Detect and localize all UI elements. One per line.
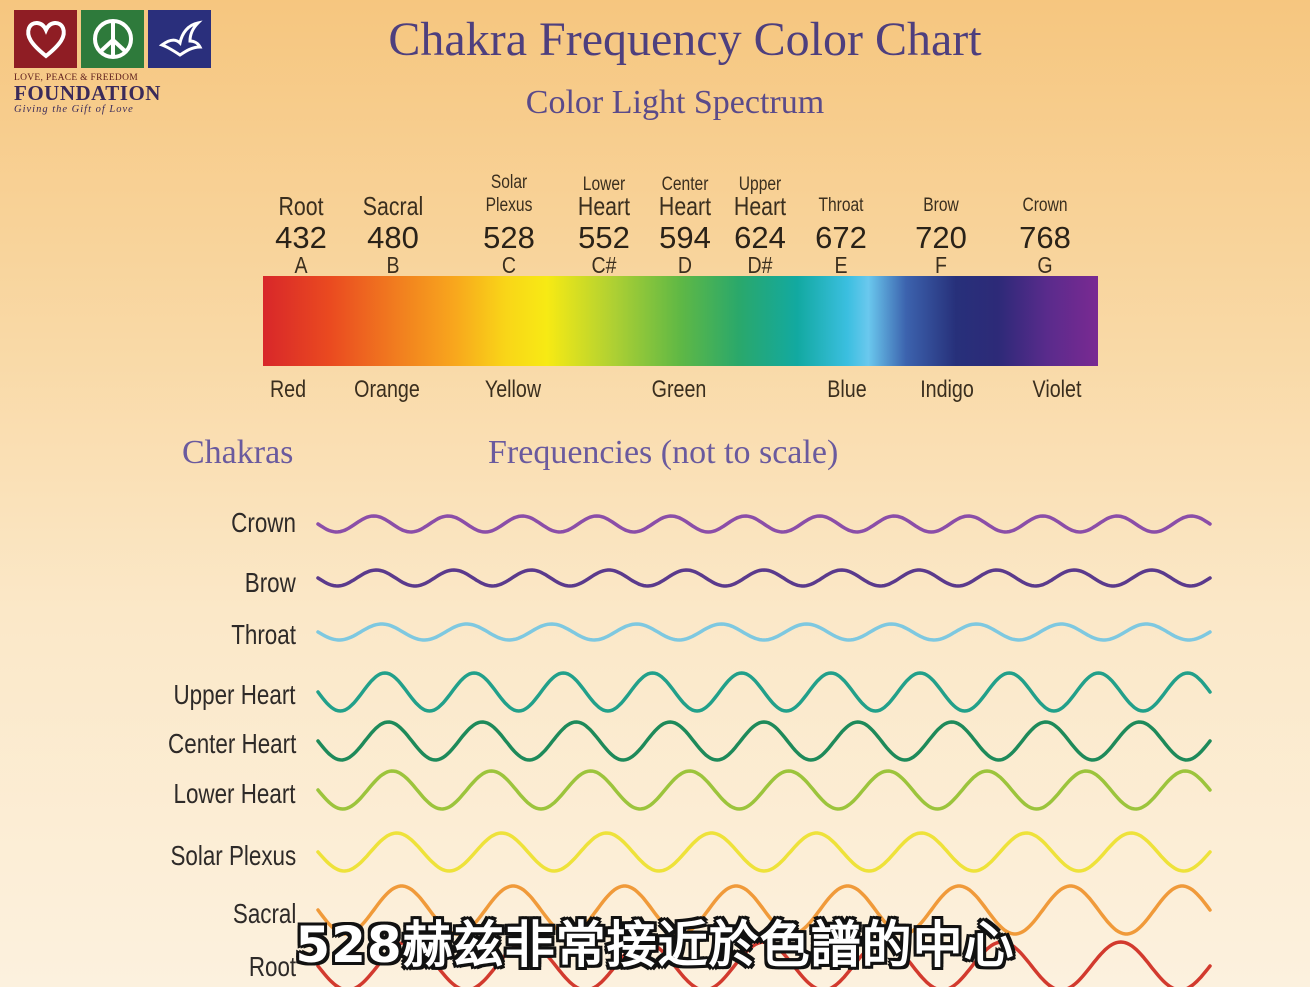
chart-subtitle: Color Light Spectrum xyxy=(525,84,825,121)
wave-brow xyxy=(316,568,1212,588)
wave-upper-heart xyxy=(316,671,1212,713)
note-name-bottom-upper-heart: Heart xyxy=(733,191,787,221)
note-freq-crown: 768 xyxy=(1019,220,1071,255)
color-label-green: Green xyxy=(651,376,707,403)
note-freq-throat: 672 xyxy=(815,220,867,255)
logo-foundation-text: FOUNDATION xyxy=(14,81,161,105)
heart-icon xyxy=(14,10,77,68)
color-label-red: Red xyxy=(269,376,307,403)
note-name-throat: Throat xyxy=(818,195,864,216)
note-name-root: Root xyxy=(278,191,324,221)
wave-solar-plexus xyxy=(316,831,1212,873)
note-letter-sacral: B xyxy=(386,252,400,278)
note-name-top-upper-heart: Upper xyxy=(738,174,782,195)
logo-tagline-top: LOVE, PEACE & FREEDOM xyxy=(14,73,138,83)
wave-label-upper-heart: Upper Heart xyxy=(173,679,296,710)
chakras-heading: Chakras xyxy=(182,434,294,471)
note-name-bottom-center-heart: Heart xyxy=(658,191,712,221)
dove-icon xyxy=(148,10,211,68)
note-letter-brow: F xyxy=(935,252,947,278)
note-letter-center-heart: D xyxy=(677,252,693,278)
color-label-yellow: Yellow xyxy=(484,376,542,403)
note-name-bottom-lower-heart: Heart xyxy=(577,191,631,221)
wave-label-sacral: Sacral xyxy=(232,898,297,929)
note-name-top-solar-plexus: Solar xyxy=(490,172,528,193)
wave-label-crown: Crown xyxy=(231,507,296,538)
note-name-top-lower-heart: Lower xyxy=(582,174,626,195)
peace-icon xyxy=(81,10,144,68)
wave-center-heart xyxy=(316,720,1212,762)
note-freq-center-heart: 594 xyxy=(659,220,711,255)
note-letter-root: A xyxy=(294,252,308,278)
wave-label-lower-heart: Lower Heart xyxy=(173,778,296,809)
note-freq-root: 432 xyxy=(275,220,327,255)
note-name-crown: Crown xyxy=(1022,195,1068,216)
note-letter-throat: E xyxy=(834,252,848,278)
frequencies-heading: Frequencies (not to scale) xyxy=(488,434,839,471)
foundation-logo: LOVE, PEACE & FREEDOM FOUNDATION Giving … xyxy=(14,10,220,115)
wave-root xyxy=(316,940,1212,987)
wave-label-center-heart: Center Heart xyxy=(167,728,296,759)
wave-label-root: Root xyxy=(248,951,296,982)
note-freq-lower-heart: 552 xyxy=(578,220,630,255)
wave-label-solar-plexus: Solar Plexus xyxy=(170,840,296,871)
note-letter-solar-plexus: C xyxy=(501,252,517,278)
wave-throat xyxy=(316,622,1212,642)
wave-label-brow: Brow xyxy=(244,567,296,598)
logo-slogan: Giving the Gift of Love xyxy=(14,104,134,115)
chart-title: Chakra Frequency Color Chart xyxy=(388,13,982,66)
color-spectrum-bar xyxy=(263,276,1098,366)
note-name-bottom-solar-plexus: Plexus xyxy=(485,195,533,216)
note-freq-solar-plexus: 528 xyxy=(483,220,535,255)
note-freq-brow: 720 xyxy=(915,220,967,255)
wave-crown xyxy=(316,514,1212,534)
color-label-orange: Orange xyxy=(354,376,420,403)
note-letter-lower-heart: C# xyxy=(591,252,617,278)
wave-lower-heart xyxy=(316,769,1212,811)
note-name-sacral: Sacral xyxy=(362,191,424,221)
wave-sacral xyxy=(316,884,1212,936)
logo-icon-row xyxy=(14,10,220,68)
note-letter-crown: G xyxy=(1037,252,1053,278)
note-name-top-center-heart: Center xyxy=(661,174,709,195)
color-label-indigo: Indigo xyxy=(920,376,974,403)
wave-label-throat: Throat xyxy=(231,619,296,650)
color-label-violet: Violet xyxy=(1032,376,1082,403)
note-letter-upper-heart: D# xyxy=(747,252,773,278)
note-freq-sacral: 480 xyxy=(367,220,419,255)
subtitle-caption: 528赫兹非常接近於色譜的中心 xyxy=(295,916,1015,974)
note-name-brow: Brow xyxy=(923,195,959,216)
color-label-blue: Blue xyxy=(827,376,867,403)
note-freq-upper-heart: 624 xyxy=(734,220,786,255)
